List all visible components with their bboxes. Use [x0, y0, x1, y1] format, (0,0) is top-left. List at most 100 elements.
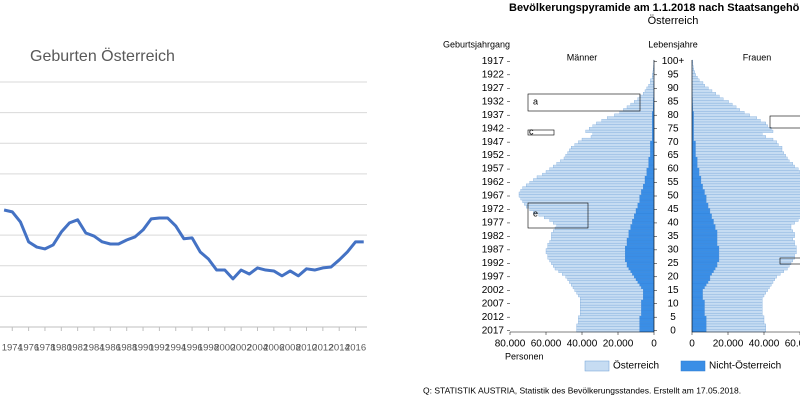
bar-women-austrian [695, 146, 783, 150]
x-tick-label: 1982 [67, 343, 88, 354]
bar-men-austrian [576, 326, 640, 330]
bar-women-austrian [706, 326, 766, 330]
bar-men-austrian [558, 269, 631, 273]
bar-men-austrian [554, 226, 631, 230]
bar-men-austrian [565, 154, 651, 158]
bar-men-austrian [580, 312, 642, 316]
age-tick-label: 75 [667, 123, 679, 134]
bar-men-austrian [643, 92, 654, 96]
bar-men-austrian [580, 304, 642, 308]
bar-women-austrian [706, 199, 800, 203]
bar-men-austrian [526, 183, 644, 187]
bar-women-austrian [717, 234, 795, 238]
bar-women-austrian [691, 70, 695, 74]
bar-men-austrian [518, 191, 642, 195]
age-tick-label: 95 [667, 69, 679, 80]
bar-men-austrian [567, 277, 637, 281]
bar-women-foreign [691, 199, 707, 203]
bar-men-foreign [635, 210, 655, 214]
bar-men-austrian [592, 132, 653, 136]
bar-men-austrian [533, 210, 637, 214]
bar-women-austrian [715, 267, 788, 271]
age-axis-label: Lebensjahre [648, 39, 698, 49]
bar-men-austrian [547, 253, 626, 257]
bar-men-austrian [551, 237, 628, 241]
bar-women-austrian [706, 321, 765, 325]
bar-women-austrian [693, 132, 763, 136]
bar-women-austrian [697, 159, 790, 163]
bar-men-austrian [576, 291, 644, 295]
chart-title: Geburten Österreich [30, 47, 175, 65]
bar-men-austrian [644, 89, 654, 93]
bar-men-foreign [641, 302, 655, 306]
legend-swatch [584, 360, 610, 372]
x2-tick-label: 40.000 [749, 339, 780, 350]
bar-women-foreign [691, 175, 702, 179]
bar-men-austrian [520, 189, 642, 193]
bar-men-foreign [650, 140, 655, 144]
bar-women-austrian [715, 224, 792, 228]
bar-men-foreign [648, 162, 655, 166]
bar-women-foreign [691, 143, 696, 147]
x-tick-label: 0 [651, 339, 657, 350]
bar-men-austrian [646, 86, 654, 90]
bar-men-foreign [626, 243, 655, 246]
x-tick-label: 1992 [149, 343, 170, 354]
bar-men-foreign [643, 186, 655, 190]
bar-men-foreign [628, 267, 655, 271]
bar-men-foreign [646, 167, 655, 171]
bar-men-foreign [650, 143, 655, 147]
bar-women-austrian [711, 272, 781, 276]
bar-women-foreign [691, 251, 720, 255]
birth-year-tick-label: 1957 [482, 164, 505, 175]
age-tick-label: 100+ [662, 56, 685, 67]
bar-men-austrian [549, 218, 633, 222]
x-tick-label: 80.000 [495, 339, 526, 350]
x-tick-label: 2000 [214, 343, 235, 354]
bar-men-austrian [551, 232, 629, 236]
birth-year-tick-label: 1927 [482, 83, 505, 94]
bar-women-foreign [691, 264, 718, 268]
x-tick-label: 60.000 [531, 339, 562, 350]
bar-men-austrian [580, 302, 642, 306]
bar-men-foreign [637, 202, 655, 206]
bar-men-foreign [632, 218, 655, 222]
bar-women-austrian [693, 119, 761, 123]
bar-men-austrian [522, 199, 640, 203]
bar-women-foreign [691, 140, 696, 144]
bar-men-foreign [639, 323, 655, 327]
bar-women-foreign [691, 210, 711, 214]
bar-men-austrian [545, 248, 626, 252]
bar-women-foreign [691, 253, 720, 257]
age-tick-label: 90 [667, 83, 679, 94]
bar-men-foreign [648, 159, 655, 163]
bar-men-austrian [563, 156, 649, 160]
bar-men-austrian [578, 294, 644, 298]
bar-women-austrian [695, 151, 784, 155]
bar-women-austrian [693, 121, 766, 125]
birth-year-tick-label: 2012 [482, 312, 505, 323]
x-tick-label: 2004 [247, 343, 268, 354]
bar-women-austrian [713, 269, 784, 273]
age-tick-label: 0 [670, 325, 676, 336]
bar-women-austrian [692, 81, 704, 85]
bar-men-foreign [634, 216, 655, 219]
x-axis-label: Personen [505, 351, 544, 361]
bar-men-austrian [601, 119, 653, 123]
bar-women-foreign [691, 159, 698, 163]
bar-men-austrian [590, 135, 653, 139]
bar-women-foreign [691, 261, 718, 265]
bar-men-foreign [641, 304, 655, 308]
bar-women-austrian [706, 323, 766, 327]
age-tick-label: 85 [667, 96, 679, 107]
bar-men-foreign [626, 240, 655, 244]
bar-men-foreign [637, 280, 655, 284]
bar-men-foreign [626, 264, 655, 268]
x2-tick-label: 20.000 [713, 339, 744, 350]
bar-men-austrian [576, 329, 640, 333]
bar-men-foreign [637, 205, 655, 209]
bar-men-austrian [556, 224, 631, 228]
bar-men-austrian [578, 315, 640, 319]
bar-women-foreign [691, 291, 703, 295]
x-tick-label: 2010 [296, 343, 317, 354]
